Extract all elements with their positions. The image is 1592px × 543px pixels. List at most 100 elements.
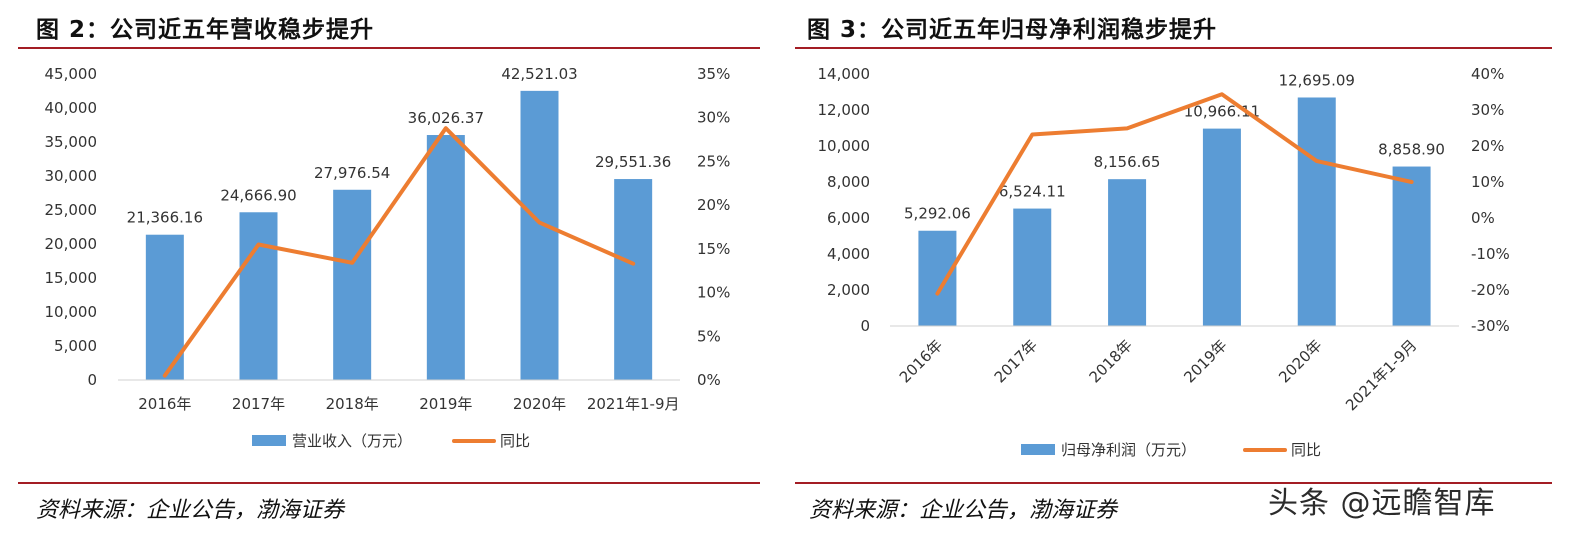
yoy-point-5 [631,262,635,266]
y-axis-tick-label: 35,000 [45,133,98,151]
bar-data-label: 5,292.06 [904,205,971,223]
source-note: 资料来源：企业公告，渤海证券 [809,498,1118,523]
yoy-point-5 [1410,180,1414,184]
bar-4 [1297,97,1336,327]
source-note: 资料来源：企业公告，渤海证券 [36,498,345,523]
y-axis-tick-label: 5,000 [54,337,97,355]
y2-axis-tick-label: 25% [697,152,730,170]
bar-data-label: 27,976.54 [314,164,390,182]
legend-line-label: 同比 [500,432,530,450]
y2-axis-tick-label: 15% [697,240,730,258]
bar-1 [1013,208,1052,326]
bar-data-label: 12,695.09 [1279,71,1355,89]
bar-0 [918,230,957,326]
y2-axis-tick-label: -10% [1471,245,1510,263]
revenue-chart: 0 5,000 10,000 15,000 20,000 25,000 30,000 35,0… [45,65,731,450]
y-axis-tick-label: 10,000 [818,137,871,155]
figure-2-panel: 图 2：公司近五年营收稳步提升 0 5,000 10,000 15,000 20,000… [0,0,775,543]
y-axis-tick-label: 40,000 [45,99,98,117]
yoy-point-3 [1220,92,1224,96]
figure-title: 图 3：公司近五年归母净利润稳步提升 [807,17,1218,43]
y2-axis-tick-label: 30% [1471,101,1504,119]
x-axis-tick-label: 2016年 [138,395,191,413]
y2-axis-tick-label: 30% [697,109,730,127]
x-axis-tick-label: 2019年 [1180,336,1230,386]
legend-bar-label: 营业收入（万元） [292,432,412,450]
yoy-point-2 [1125,126,1129,130]
x-axis-tick-label: 2021年1-9月 [1342,336,1420,414]
y2-axis-tick-label: 0% [697,371,721,389]
legend-line-label: 同比 [1291,441,1321,459]
x-axis-tick-label: 2018年 [326,395,379,413]
y2-axis-tick-label: 20% [697,196,730,214]
x-axis-tick-label: 2019年 [419,395,472,413]
y-axis-tick-label: 15,000 [45,269,98,287]
title-divider [795,47,1552,49]
y-axis-tick-label: 45,000 [45,65,98,83]
x-axis-tick-label: 2020年 [1275,336,1325,386]
legend-bar-label: 归母净利润（万元） [1061,441,1196,459]
bar-3 [426,135,465,380]
y-axis-tick-label: 12,000 [818,101,871,119]
source-divider [18,482,760,484]
yoy-growth-line [162,126,636,378]
legend-bar-swatch [1021,444,1055,455]
bar-2 [333,189,372,380]
figure-3-panel: 图 3：公司近五年归母净利润稳步提升 0 2,000 4,000 6,000 8,000… [795,0,1592,543]
y2-axis-tick-label: 40% [1471,65,1504,83]
bar-data-label: 36,026.37 [408,109,484,127]
x-axis-tick-label: 2017年 [232,395,285,413]
title-divider [18,47,760,49]
y2-axis-tick-label: 20% [1471,137,1504,155]
yoy-point-1 [257,242,260,246]
x-axis-tick-label: 2016年 [896,336,946,386]
y2-axis-tick-label: 10% [1471,173,1504,191]
y-axis-tick-label: 2,000 [827,281,870,299]
y-axis-tick-label: 14,000 [818,65,871,83]
y-axis-tick-label: 8,000 [827,173,870,191]
y2-axis-tick-label: 10% [697,284,730,302]
yoy-point-1 [1030,132,1034,136]
yoy-point-2 [350,261,354,265]
yoy-point-3 [444,126,448,130]
x-axis-tick-label: 2021年1-9月 [587,395,680,413]
bar-data-label: 21,366.16 [127,209,203,227]
yoy-point-0 [935,292,939,296]
y2-axis-tick-label: 35% [697,65,730,83]
watermark: 头条 @远瞻智库 [1268,486,1496,521]
yoy-point-4 [538,221,541,225]
y-axis-tick-label: 10,000 [45,303,98,321]
bar-data-label: 29,551.36 [595,153,671,171]
y-axis-tick-label: 20,000 [45,235,98,253]
yoy-point-4 [1315,159,1319,163]
bar-data-label: 24,666.90 [220,186,296,204]
y-axis-tick-label: 4,000 [827,245,870,263]
bar-data-label: 42,521.03 [501,65,577,83]
bar-3 [1202,128,1241,326]
bar-5 [1392,166,1431,326]
net-profit-chart: 0 2,000 4,000 6,000 8,000 10,000 12,000 14,000 -… [818,65,1510,459]
bar-data-label: 8,858.90 [1378,141,1445,159]
bar-5 [614,179,653,380]
yoy-growth-line [935,92,1414,296]
x-axis-tick-label: 2017年 [991,336,1041,386]
y2-axis-tick-label: 0% [1471,209,1495,227]
y-axis-tick-label: 0 [860,317,870,335]
bar-4 [520,90,559,380]
legend-bar-swatch [252,435,286,446]
y-axis-tick-label: 25,000 [45,201,98,219]
y2-axis-tick-label: -20% [1471,281,1510,299]
y-axis-tick-label: 0 [87,371,97,389]
x-axis-tick-label: 2020年 [513,395,566,413]
yoy-point-0 [163,374,167,378]
x-axis-tick-label: 2018年 [1086,336,1136,386]
y2-axis-tick-label: -30% [1471,317,1510,335]
figure-title: 图 2：公司近五年营收稳步提升 [36,17,375,43]
bar-data-label: 8,156.65 [1094,153,1161,171]
bar-1 [239,212,278,380]
y-axis-tick-label: 6,000 [827,209,870,227]
y-axis-tick-label: 30,000 [45,167,98,185]
source-divider [795,482,1552,484]
bar-data-label: 6,524.11 [999,183,1066,201]
y2-axis-tick-label: 5% [697,327,721,345]
